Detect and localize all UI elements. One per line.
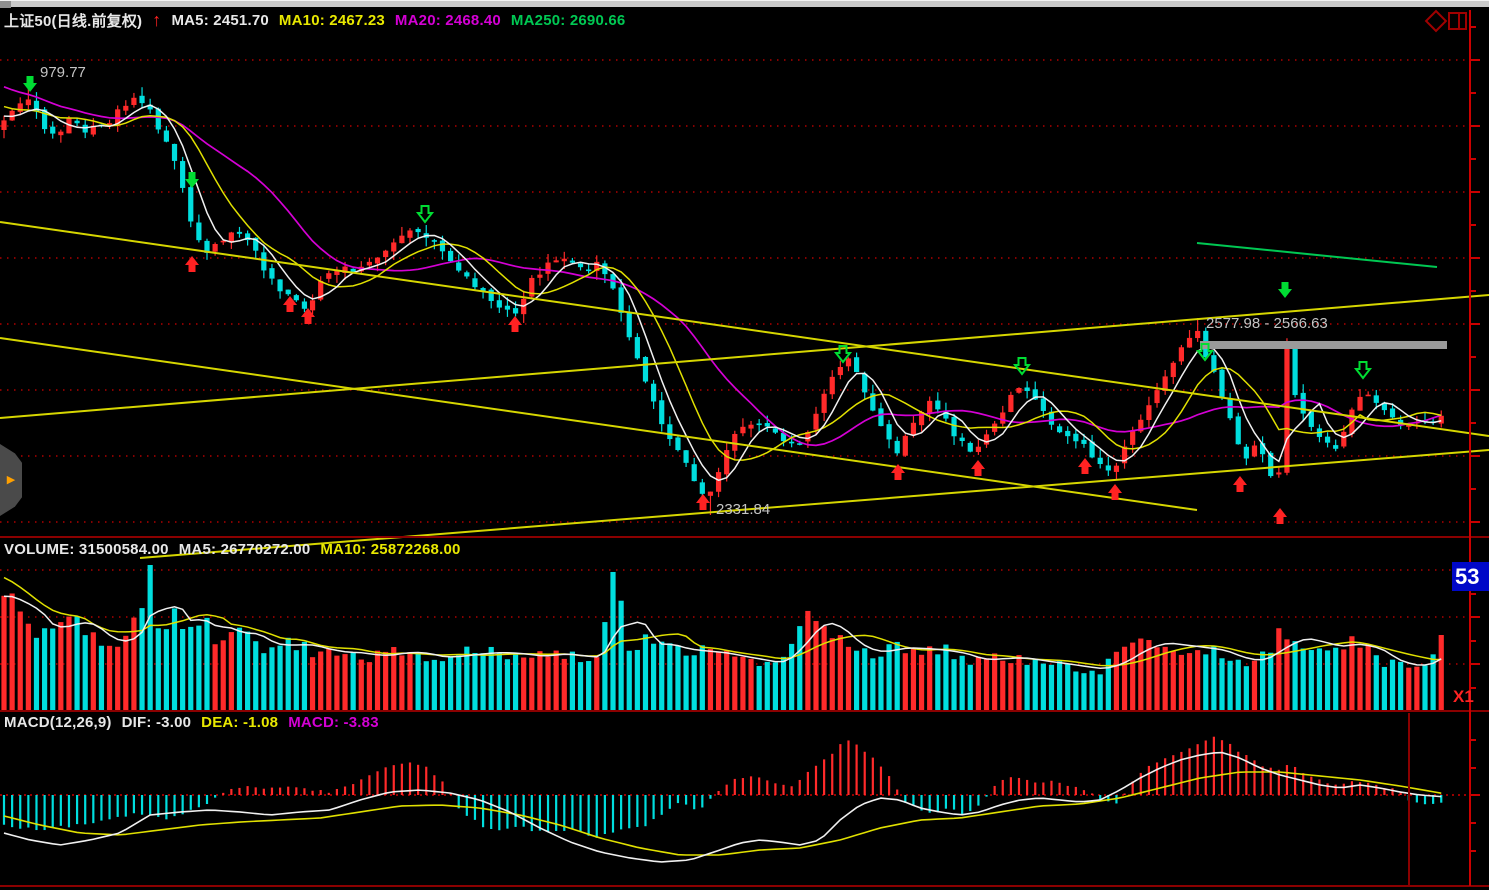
ma5-value: MA5: 2451.70	[171, 12, 269, 29]
candlesticks	[1, 79, 1444, 515]
price-moving-averages	[3, 85, 1442, 482]
ma20-value: MA20: 2468.40	[394, 12, 501, 29]
volume-header: VOLUME: 31500584.00 MA5: 26770272.00 MA1…	[4, 541, 461, 558]
expand-arrow-icon: ▶	[6, 473, 16, 486]
trendlines	[0, 221, 1489, 559]
sell-arrow-icon	[23, 76, 37, 92]
dea-value: DEA: -1.08	[201, 714, 279, 731]
symbol-title: 上证50(日线.前复权)	[4, 13, 143, 30]
macd-lines	[3, 751, 1442, 863]
sell-arrow-icon	[833, 345, 853, 364]
main-chart-header: 上证50(日线.前复权) ↑ MA5: 2451.70 MA10: 2467.2…	[4, 10, 625, 31]
ma250-value: MA250: 2690.66	[510, 12, 626, 29]
right-axis	[0, 10, 1489, 887]
low-price-annotation: 2331.84	[716, 501, 771, 518]
buy-arrow-icon	[891, 464, 905, 480]
dif-value: DIF: -3.00	[121, 714, 192, 731]
volume-moving-averages	[3, 576, 1442, 669]
sell-arrow-icon	[185, 172, 199, 188]
buy-arrow-icon	[696, 494, 710, 510]
signal-arrows	[23, 76, 1373, 524]
buy-arrow-icon	[1078, 458, 1092, 474]
volume-ma5-value: MA5: 26770272.00	[178, 541, 311, 558]
buy-arrow-icon	[1108, 484, 1122, 500]
sidebar-collapse-tab[interactable]: ▶	[0, 444, 22, 516]
split-window-divider	[1458, 14, 1460, 28]
volume-axis-badge: 53	[1452, 562, 1489, 591]
signal-up-arrow-icon: ↑	[152, 10, 162, 30]
macd-params: MACD(12,26,9)	[4, 714, 112, 731]
sell-arrow-icon	[415, 205, 435, 224]
scrollbar-left-block	[0, 1, 11, 8]
buy-arrow-icon	[508, 316, 522, 332]
volume-value: VOLUME: 31500584.00	[4, 541, 169, 558]
sell-arrow-icon	[1012, 357, 1032, 376]
ma10-value: MA10: 2467.23	[278, 12, 385, 29]
macd-header: MACD(12,26,9) DIF: -3.00 DEA: -1.08 MACD…	[4, 714, 379, 731]
top-scrollbar-strip[interactable]	[0, 0, 1489, 8]
sell-arrow-icon	[1195, 343, 1215, 362]
macd-value: MACD: -3.83	[288, 714, 379, 731]
price-level-bar	[1200, 341, 1447, 349]
buy-arrow-icon	[283, 296, 297, 312]
split-window-icon[interactable]	[1448, 12, 1467, 30]
volume-ma10-value: MA10: 25872268.00	[320, 541, 461, 558]
buy-arrow-icon	[1233, 476, 1247, 492]
gridlines	[0, 59, 1466, 796]
volume-scale-label: X1	[1453, 687, 1474, 706]
buy-arrow-icon	[301, 308, 315, 324]
high-price-annotation: 979.77	[40, 64, 86, 81]
buy-arrow-icon	[185, 256, 199, 272]
sell-arrow-icon	[1278, 282, 1292, 298]
buy-arrow-icon	[1273, 508, 1287, 524]
buy-arrow-icon	[971, 460, 985, 476]
range-price-annotation: 2577.98 - 2566.63	[1206, 315, 1328, 332]
volume-bars	[1, 565, 1444, 710]
sell-arrow-icon	[1353, 361, 1373, 380]
macd-histogram	[2, 736, 1443, 838]
